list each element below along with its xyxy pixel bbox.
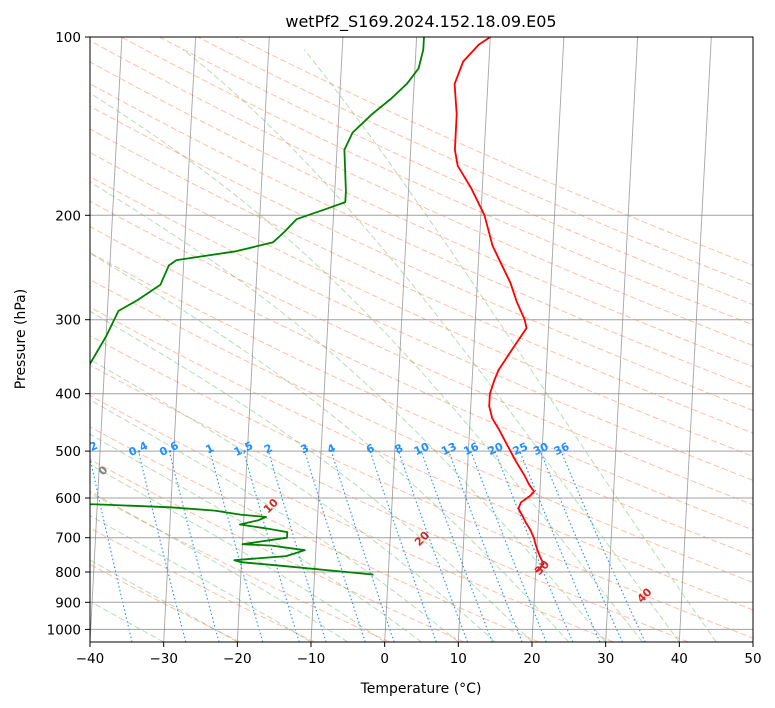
dry-adiabat-line (90, 105, 753, 411)
moist-adiabat-line (90, 310, 533, 642)
moist-adiabat-line (90, 463, 385, 642)
mixing-ratio-label: 25 (511, 440, 530, 458)
plot-frame (89, 36, 754, 643)
y-tick-label: 200 (55, 208, 81, 224)
moist-adiabat-line (182, 49, 680, 642)
mixing-ratio-line (209, 450, 264, 642)
y-tick-label: 700 (55, 531, 81, 547)
mixing-ratio-line (267, 450, 327, 642)
moist-adiabat-line (90, 399, 459, 642)
dry-adiabat-line (90, 426, 539, 642)
isotherm-gridline (531, 37, 565, 642)
dry-adiabat-line (90, 226, 753, 531)
moist-adiabat-line (90, 358, 496, 642)
dry-adiabat-line (90, 394, 614, 642)
isotherm-gridlines (90, 37, 753, 642)
y-tick-label: 300 (55, 313, 81, 329)
isotherm-gridline (384, 37, 418, 642)
x-tick-label: 50 (744, 651, 761, 667)
dry-adiabat-line (159, 37, 753, 306)
x-tick-label: −10 (297, 651, 326, 667)
dry-adiabat-line (90, 279, 753, 583)
x-tick-label: 40 (671, 651, 688, 667)
x-tick-label: 0 (380, 651, 389, 667)
mixing-ratio-label: 10 (412, 440, 432, 458)
isotherm-gridline (163, 37, 197, 642)
x-tick-label: −30 (149, 651, 178, 667)
dry-adiabats (90, 37, 753, 642)
dry-adiabat-line (90, 128, 753, 434)
mixing-ratio-label: 0.2 (77, 439, 100, 459)
dry-adiabat-line (90, 83, 753, 389)
dry-adiabat-line (90, 252, 753, 557)
mixing-ratio-line (168, 450, 220, 642)
moist-adiabat-line (90, 433, 422, 642)
mixing-ratio-label: 20 (486, 440, 506, 458)
isotherm-gridline (310, 37, 344, 642)
sounding-profiles (90, 37, 545, 576)
moist-adiabat-line (90, 181, 607, 642)
chart-title: wetPf2_S169.2024.152.18.09.E05 (285, 12, 556, 32)
mixing-ratio-label: 30 (531, 440, 551, 458)
dry-adiabat-line (90, 306, 753, 611)
x-tick-label: −20 (223, 651, 252, 667)
isotherm-gridline (678, 37, 712, 642)
y-tick-label: 1000 (47, 622, 81, 638)
dry-adiabat-line (235, 37, 753, 267)
x-tick-label: 10 (450, 651, 467, 667)
x-axis-ticks: −40 −30 −20 −10 0 10 20 30 40 50 (76, 642, 762, 667)
mixing-ratio-line (90, 455, 133, 642)
y-tick-label: 400 (55, 387, 81, 403)
dry-adiabat-line (90, 151, 753, 457)
moist-adiabat-line (90, 252, 570, 642)
dry-adiabat-line (90, 200, 753, 506)
mixing-ratio-line (539, 450, 623, 642)
mixing-ratio-line (243, 450, 300, 642)
mixing-ratio-line (398, 450, 469, 642)
dry-adiabat-line (90, 61, 753, 368)
mixing-ratio-line (304, 450, 366, 642)
dry-adiabat-line (90, 458, 465, 642)
y-tick-label: 800 (55, 565, 81, 581)
mixing-ratio-line (560, 450, 646, 642)
y-tick-label: 500 (55, 444, 81, 460)
mixing-ratio-line (330, 450, 395, 642)
mixing-ratio-label: 13 (439, 440, 458, 458)
moist-adiabat-line (90, 600, 164, 642)
mixing-ratio-line (137, 450, 187, 642)
mixing-ratio-line (494, 450, 574, 642)
moist-adiabats (90, 49, 717, 642)
mixing-ratio-label: 16 (462, 440, 482, 458)
y-axis-ticks: 100 200 300 400 500 600 700 800 900 1000 (47, 30, 90, 638)
dry-adiabat-line (90, 175, 753, 481)
moist-adiabat-line (90, 92, 643, 642)
moist-adiabat-line (90, 490, 349, 642)
x-tick-label: −40 (76, 651, 105, 667)
y-tick-label: 600 (55, 491, 81, 507)
dewpoint-profile-line (90, 37, 425, 576)
temperature-profile-line (453, 37, 545, 573)
y-axis-label: Pressure (hPa) (13, 289, 29, 389)
dry-adiabat-line (121, 37, 753, 326)
x-tick-label: 30 (597, 651, 614, 667)
y-tick-label: 100 (55, 30, 81, 46)
isobar-gridlines (90, 37, 753, 630)
mixing-ratio-lines (90, 450, 646, 642)
y-tick-label: 900 (55, 595, 81, 611)
x-tick-label: 20 (523, 651, 540, 667)
mixing-ratio-line (369, 450, 437, 642)
mixing-ratio-label: 36 (552, 440, 572, 458)
plot-area: 0.10.20.40.611.52346810131620253036-100-… (77, 37, 753, 642)
isotherm-gridline (236, 37, 270, 642)
isotherm-gridline (90, 37, 123, 642)
mixing-ratio-line (519, 450, 601, 642)
isotherm-gridline (605, 37, 639, 642)
x-axis-label: Temperature (°C) (360, 681, 482, 697)
isotherm-gridline (457, 37, 491, 642)
dry-adiabat-line (90, 335, 753, 639)
